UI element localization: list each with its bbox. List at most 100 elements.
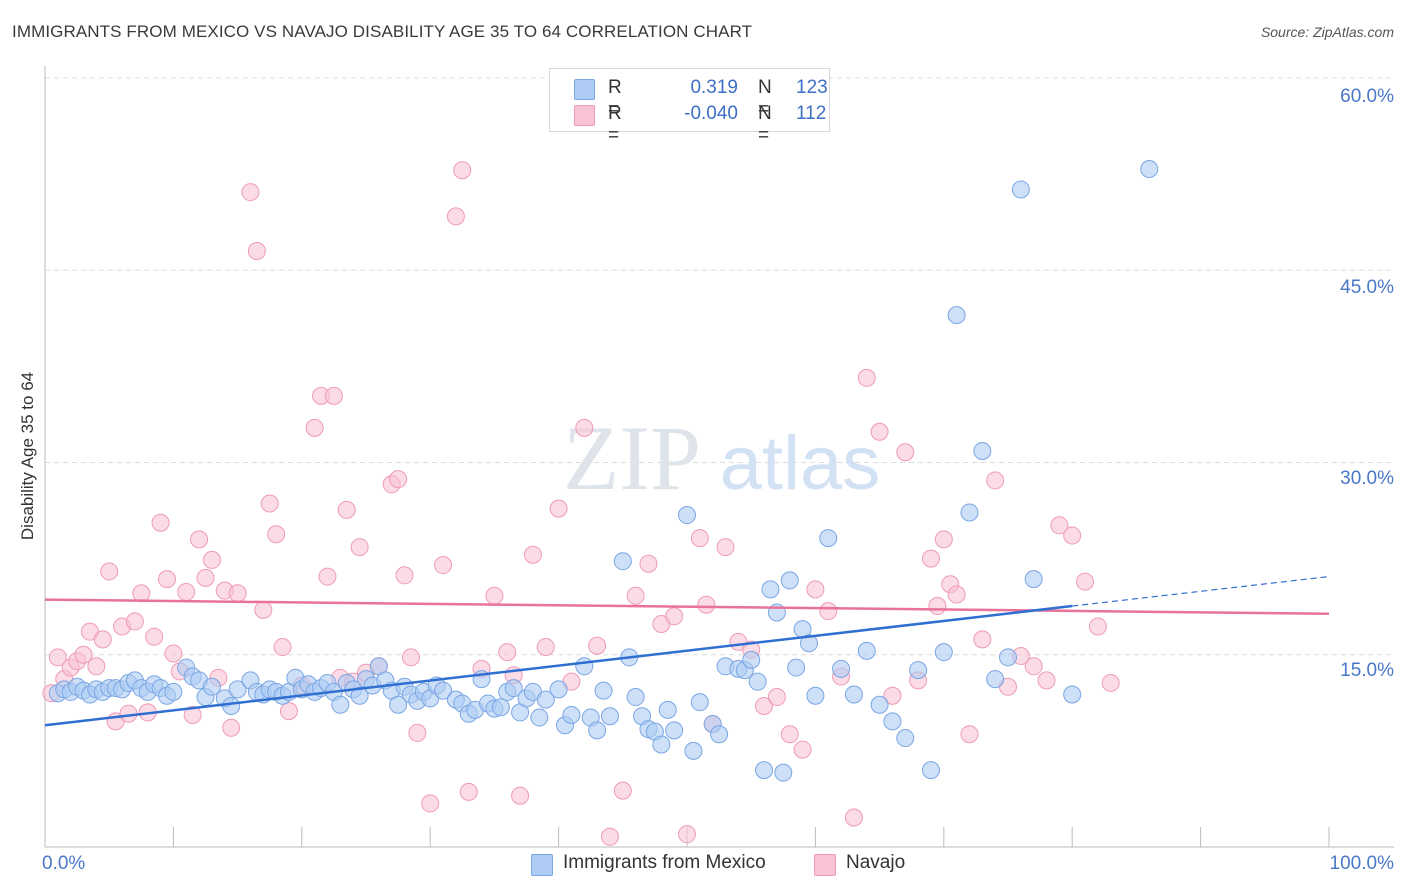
navajo-point [324, 386, 343, 405]
navajo-point [401, 648, 420, 667]
navajo-point [844, 808, 863, 827]
navajo-point [453, 161, 472, 180]
navajo-point [639, 554, 658, 573]
navajo-point [254, 600, 273, 619]
mexico-point [986, 670, 1005, 689]
chart-title: IMMIGRANTS FROM MEXICO VS NAVAJO DISABIL… [12, 22, 753, 41]
navajo-point [93, 630, 112, 649]
y-tick-60: 60.0% [1340, 86, 1394, 107]
navajo-point [350, 538, 369, 557]
navajo-trend-line [44, 598, 1330, 615]
navajo-point [1101, 673, 1120, 692]
mexico-point [806, 686, 825, 705]
navajo-point [196, 568, 215, 587]
mexico-point [761, 580, 780, 599]
n-label: N = [758, 77, 772, 120]
navajo-point [896, 443, 915, 462]
navajo-point [228, 584, 247, 603]
mexico-point [896, 729, 915, 748]
navajo-point [928, 597, 947, 616]
y-axis-label: Disability Age 35 to 64 [18, 371, 37, 541]
mexico-point [222, 697, 241, 716]
navajo-point [626, 586, 645, 605]
mexico-point [588, 721, 607, 740]
mexico-point [491, 698, 510, 717]
r-label: R = [608, 77, 622, 120]
mexico-legend-label: Immigrants from Mexico [563, 852, 766, 873]
navajo-point [157, 570, 176, 589]
navajo-point [793, 740, 812, 759]
mexico-point [999, 648, 1017, 667]
navajo-point [190, 530, 209, 549]
navajo-legend-label: Navajo [846, 852, 906, 873]
navajo-point [267, 525, 286, 544]
mexico-point [1063, 685, 1082, 704]
mexico-point [684, 741, 703, 760]
navajo-point [1088, 617, 1107, 636]
mexico-point [780, 571, 799, 590]
navajo-point [947, 585, 966, 604]
stats-legend: R = 0.319 N = 123 R = -0.040 N = 112 [549, 68, 830, 146]
navajo-point [934, 530, 953, 549]
x-tick-0: 0.0% [42, 853, 86, 874]
mexico-point [600, 707, 619, 726]
navajo-point [48, 648, 67, 667]
mexico-point [202, 677, 221, 696]
navajo-point [183, 705, 202, 724]
axes [44, 66, 1394, 848]
navajo-point [806, 580, 825, 599]
mexico-point [960, 503, 979, 522]
mexico-point [626, 688, 645, 707]
navajo-point [600, 827, 619, 846]
navajo-point [202, 550, 221, 569]
mexico-point [575, 657, 594, 676]
navajo-point [498, 643, 517, 662]
gridlines [45, 77, 1394, 656]
navajo-point [132, 584, 151, 603]
y-tick-30: 30.0% [1340, 468, 1394, 489]
navajo-point [921, 549, 940, 568]
navajo-point [459, 782, 478, 801]
navajo-point [549, 499, 568, 518]
navajo-point [1050, 516, 1069, 535]
mexico-point [883, 712, 902, 731]
navajo-point [408, 723, 427, 742]
mexico-n-value: 123 [796, 77, 828, 98]
mexico-r-value: 0.319 [690, 77, 738, 98]
r-label: R = [608, 103, 622, 146]
mexico-point [389, 695, 408, 714]
navajo-point [883, 686, 902, 705]
navajo-swatch [574, 105, 595, 126]
navajo-point [222, 718, 241, 737]
navajo-point [247, 242, 266, 261]
mexico-point [434, 681, 453, 700]
mexico-point [832, 659, 851, 678]
navajo-point [767, 688, 786, 707]
navajo-point [177, 582, 196, 601]
mexico-legend-swatch [531, 854, 553, 876]
navajo-point [613, 781, 632, 800]
mexico-point [690, 693, 709, 712]
navajo-point [87, 657, 106, 676]
navajo-point [241, 183, 260, 202]
navajo-point [74, 645, 93, 664]
mexico-point [774, 763, 793, 782]
mexico-point [228, 680, 247, 699]
mexico-point [909, 661, 928, 680]
navajo-point [145, 627, 164, 646]
watermark: ZIP atlas [563, 407, 880, 509]
mexico-point [678, 506, 696, 525]
navajo-point [973, 630, 992, 649]
y-tick-15: 15.0% [1340, 660, 1394, 681]
mexico-point [857, 641, 876, 660]
navajo-point [305, 418, 324, 437]
navajo-point [536, 638, 555, 657]
mexico-point [613, 552, 632, 571]
navajo-point [389, 470, 408, 489]
navajo-point [665, 607, 684, 626]
navajo-point [523, 545, 542, 564]
watermark-atlas: atlas [720, 421, 881, 506]
mexico-trend-extension [1072, 575, 1330, 607]
mexico-point [1024, 570, 1043, 589]
x-tick-100: 100.0% [1329, 853, 1394, 874]
